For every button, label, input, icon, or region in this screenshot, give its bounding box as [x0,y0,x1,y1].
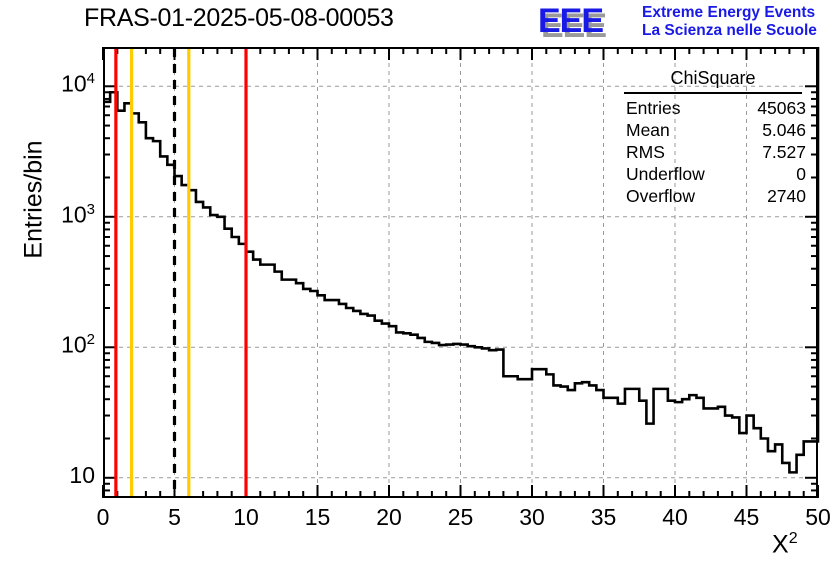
x-tick-label: 50 [805,504,831,530]
histogram-trace [103,47,820,474]
x-tick-label: 15 [304,504,331,530]
x-tick-label: 0 [96,504,110,530]
x-tick-label: 45 [733,504,760,530]
stats-row-value: 2740 [767,186,806,206]
x-tick-label: 30 [519,504,545,530]
stats-row: Overflow 2740 [626,186,806,208]
stats-row: Entries 45063 [626,98,806,120]
page-title: FRAS-01-2025-05-08-00053 [84,4,394,32]
stats-row-name: Underflow [626,164,705,184]
y-tick-label: 103 [61,200,95,228]
stats-row-value: 7.527 [762,142,806,162]
eee-logo-mark: EEE [538,2,604,40]
x-tick-label: 40 [662,504,688,530]
y-tick-label: 10 [69,461,95,488]
stats-row: Mean 5.046 [626,120,806,142]
stats-row: RMS 7.527 [626,142,806,164]
eee-logo-shadow: EEE [541,7,607,45]
grid-lines [103,47,818,498]
stats-row: Underflow 0 [626,164,806,186]
y-tick-label: 104 [61,70,95,97]
stats-row-name: Entries [626,98,681,118]
stats-row-value: 5.046 [762,120,806,140]
stats-row-name: Overflow [626,186,696,206]
stats-title: ChiSquare [670,68,756,88]
plot-frame [103,47,818,498]
x-tick-label: 35 [590,504,617,530]
x-tick-label: 5 [168,504,181,530]
eee-logo: EEE EEE Extreme Energy Events La Scienza… [538,2,834,45]
stats-row-value: 45063 [757,98,806,118]
stats-row-name: Mean [626,120,670,140]
x-tick-label: 10 [233,504,259,530]
stats-row-value: 0 [796,164,806,184]
stats-divider [624,92,802,94]
threshold-markers [114,48,248,497]
y-tick-label: 102 [61,331,95,358]
stats-row-name: RMS [626,142,665,162]
eee-logo-line2: La Scienza nelle Scuole [642,22,817,39]
x-tick-label: 20 [376,504,402,530]
x-axis-label: X2 [772,530,798,559]
stats-box: ChiSquare Entries 45063 Mean 5.046 RMS 7.527 U… [616,68,810,208]
eee-logo-line1: Extreme Energy Events [642,4,816,21]
x-tick-label: 25 [447,504,474,530]
